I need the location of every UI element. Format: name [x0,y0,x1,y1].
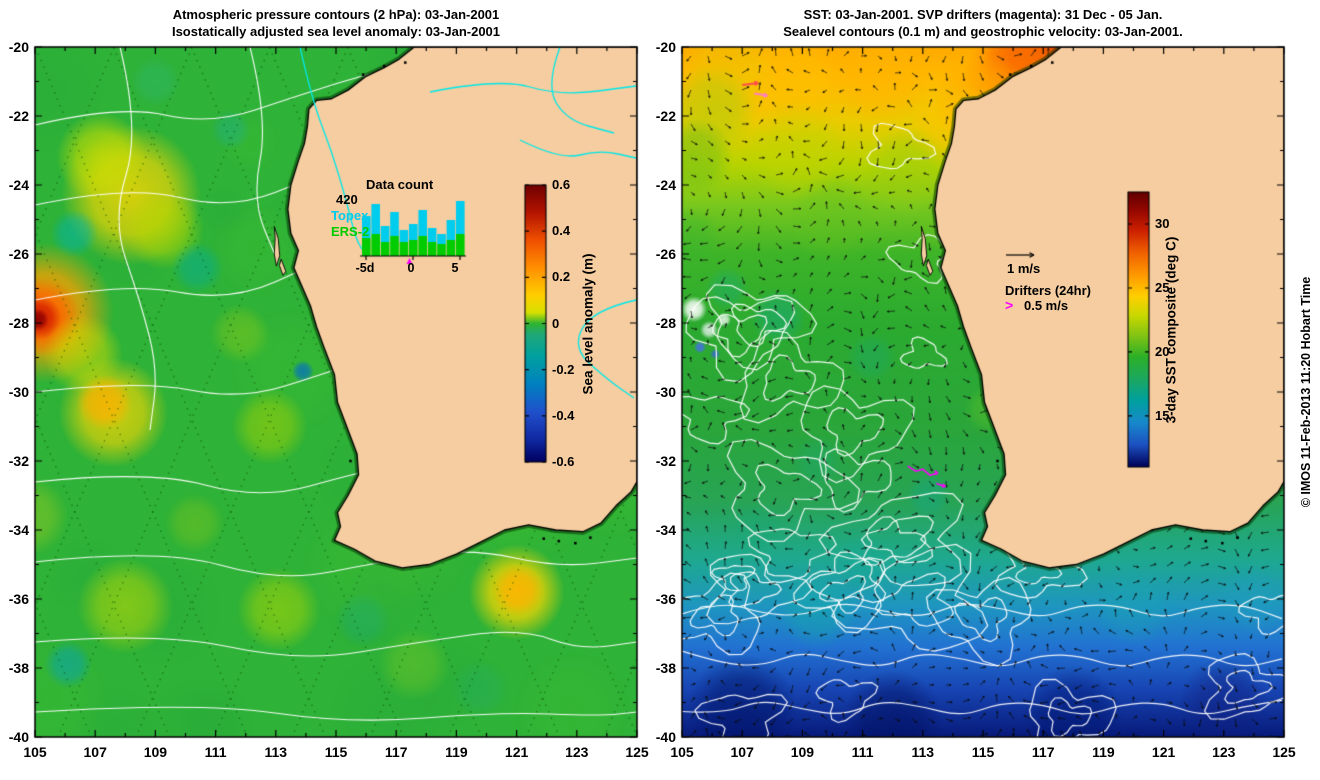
inset-max-count: 420 [336,192,358,207]
right-colorbar-tick-label: 20 [1155,343,1170,359]
left-colorbar-tick-label: 0.2 [552,269,571,285]
right-colorbar-tick-label: 15 [1155,407,1170,423]
left-colorbar-tick-label: -0.4 [552,407,575,423]
left-x-tick-label: 115 [324,744,348,760]
inset-series-topex: Topex [331,208,369,223]
left-y-tick-label: -36 [8,591,29,607]
left-panel-title: Atmospheric pressure contours (2 hPa): 0… [35,6,637,40]
left-x-tick-label: 119 [445,744,468,760]
right-x-tick-label: 113 [911,744,935,760]
right-y-tick-label: -22 [655,108,676,124]
left-x-tick-label: 123 [565,744,589,760]
right-x-tick-label: 119 [1092,744,1115,760]
legend-drifter-speed: 0.5 m/s [1024,298,1069,313]
right-y-tick-label: -26 [655,246,676,262]
right-y-tick-label: -28 [655,315,676,331]
left-y-tick-label: -26 [8,246,29,262]
left-x-tick-label: 109 [143,744,168,760]
left-y-tick-label: -22 [8,108,29,124]
left-x-tick-label: 125 [625,744,649,760]
right-x-tick-label: 111 [851,744,874,760]
inset-title: Data count [366,177,434,192]
legend-drifter-arrow-icon: > [1005,297,1014,313]
right-x-tick-label: 109 [790,744,815,760]
legend-velocity-label: 1 m/s [1007,261,1041,276]
left-x-tick-label: 117 [384,744,408,760]
right-y-tick-label: -20 [655,39,676,55]
left-y-tick-label: -32 [8,453,29,469]
left-y-tick-label: -38 [8,660,29,676]
left-colorbar-tick-label: -0.2 [552,361,575,377]
inset-series-ers2: ERS-2 [331,224,370,239]
left-colorbar-tick-label: 0.4 [552,223,571,239]
inset-x-label-5: 5 [451,261,459,275]
right-y-tick-label: -24 [655,177,676,193]
right-x-tick-label: 105 [670,744,694,760]
right-y-tick-label: -36 [655,591,676,607]
right-x-tick-label: 115 [971,744,995,760]
left-colorbar-title: Sea level anomaly (m) [580,253,596,395]
left-panel-title-line2: Isostatically adjusted sea level anomaly… [171,24,501,39]
inset-x-label-minus5: -5d [355,261,375,275]
right-panel-title: SST: 03-Jan-2001. SVP drifters (magenta)… [682,6,1284,40]
left-y-tick-label: -30 [8,384,29,400]
left-panel-title-line1: Atmospheric pressure contours (2 hPa): 0… [172,7,500,22]
right-y-tick-label: -34 [655,522,676,538]
left-x-tick-label: 121 [504,744,529,760]
right-y-tick-label: -40 [655,729,676,745]
left-y-tick-label: -20 [8,39,29,55]
watermark: © IMOS 11-Feb-2013 11:20 Hobart Time [1299,276,1313,508]
left-x-tick-label: 105 [23,744,47,760]
right-panel-title-line1: SST: 03-Jan-2001. SVP drifters (magenta)… [803,7,1163,22]
left-colorbar-tick-label: -0.6 [552,454,575,469]
right-x-tick-label: 121 [1151,744,1176,760]
left-y-tick-label: -34 [8,522,29,538]
right-x-tick-label: 125 [1272,744,1296,760]
right-colorbar-title: 3-day SST composite (deg C) [1163,236,1179,424]
right-x-tick-label: 117 [1031,744,1055,760]
left-y-tick-label: -40 [8,729,29,745]
left-x-tick-label: 113 [264,744,288,760]
right-x-tick-label: 107 [730,744,754,760]
left-x-tick-label: 107 [83,744,107,760]
left-colorbar-tick-label: 0.6 [552,177,571,192]
right-y-tick-label: -30 [655,384,676,400]
legend-drifters-label: Drifters (24hr) [1005,283,1091,298]
right-panel-title-line2: Sealevel contours (0.1 m) and geostrophi… [783,24,1183,39]
left-x-tick-label: 111 [204,744,227,760]
left-y-tick-label: -28 [8,315,29,331]
left-colorbar-tick-label: 0 [552,315,560,331]
right-y-tick-label: -32 [655,453,676,469]
right-y-tick-label: -38 [655,660,676,676]
inset-x-label-0: 0 [407,261,415,275]
left-y-tick-label: -24 [8,177,29,193]
right-colorbar-tick-label: 25 [1155,279,1170,295]
right-x-tick-label: 123 [1212,744,1236,760]
right-colorbar-tick-label: 30 [1155,215,1170,231]
